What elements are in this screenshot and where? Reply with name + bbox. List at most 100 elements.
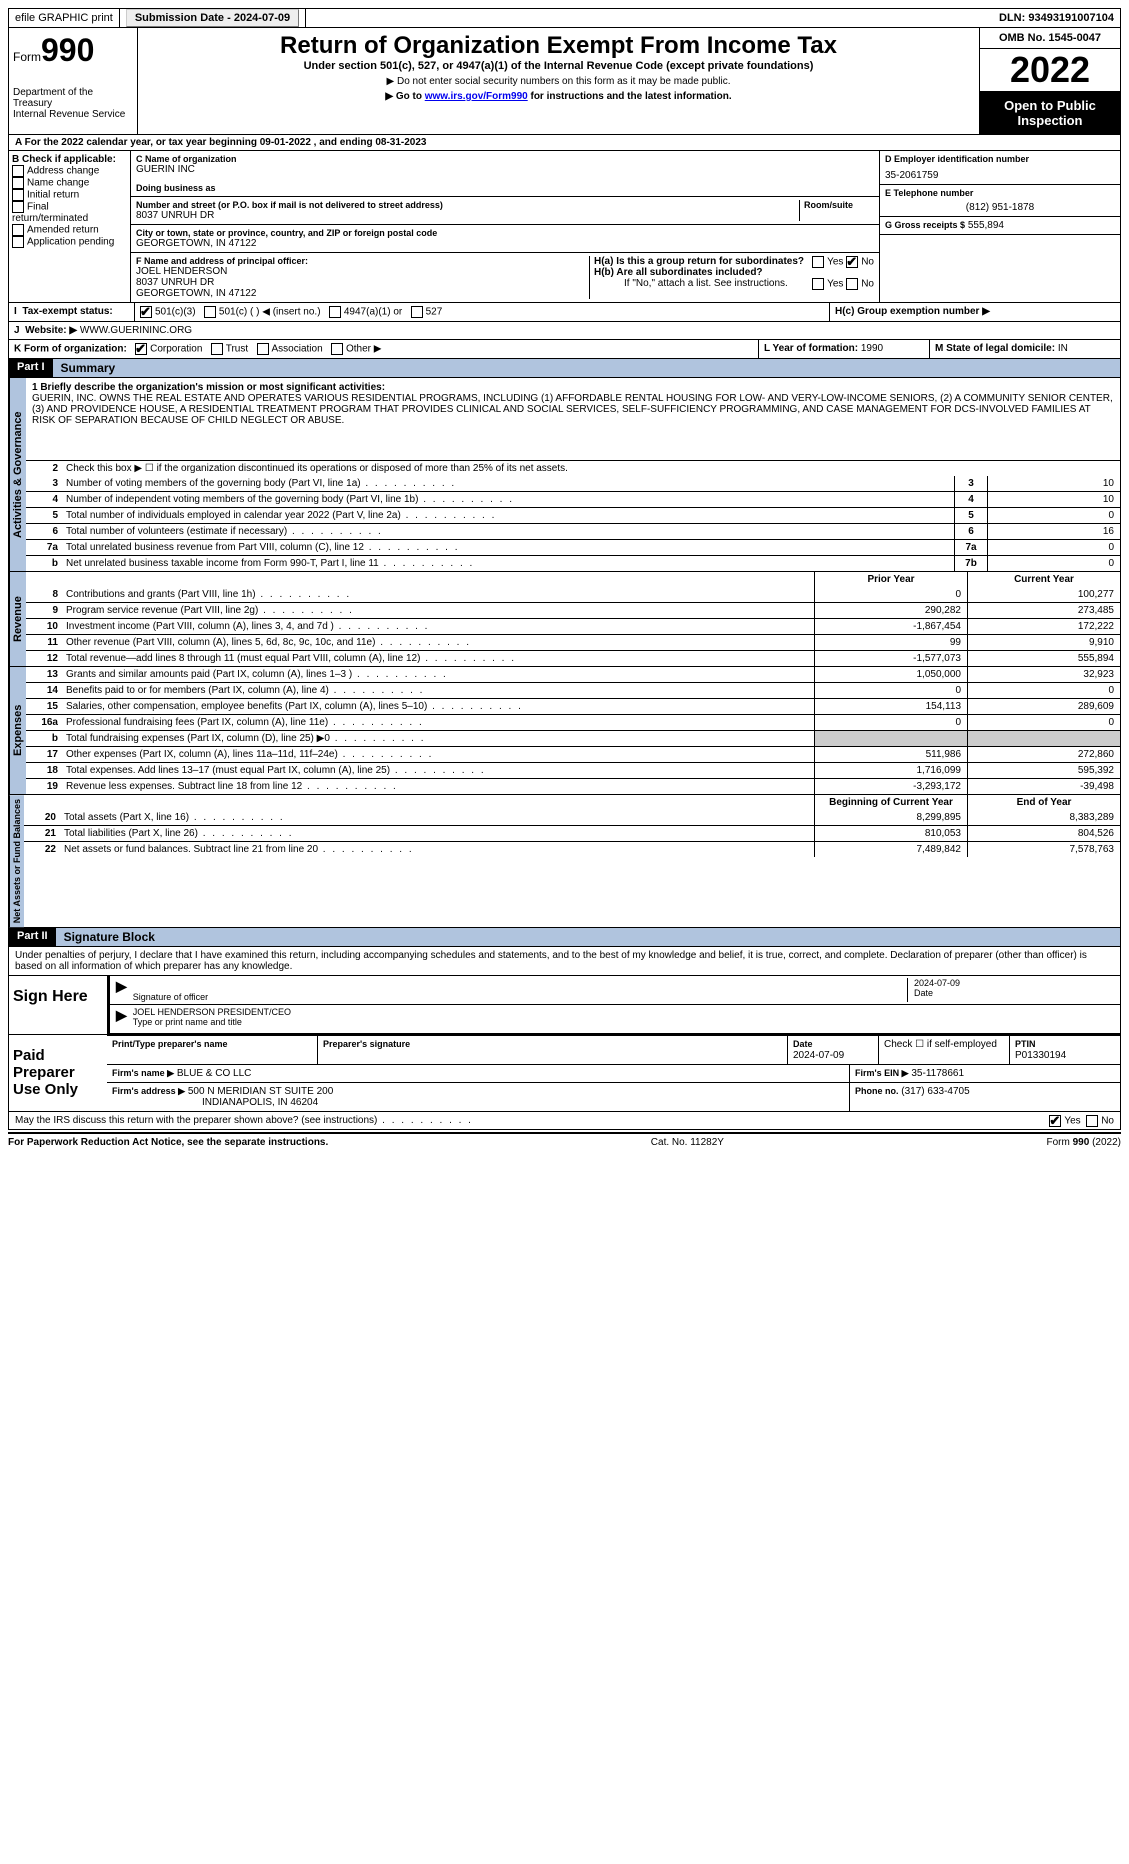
cb-corp[interactable] — [135, 343, 147, 355]
firm-addr1: 500 N MERIDIAN ST SUITE 200 — [188, 1086, 333, 1097]
line-18-desc: Total expenses. Add lines 13–17 (must eq… — [62, 763, 814, 778]
dln-label: DLN: 93493191007104 — [993, 9, 1120, 27]
cb-assoc[interactable] — [257, 343, 269, 355]
line-12-prior: -1,577,073 — [814, 651, 967, 666]
part-ii-header: Part II — [9, 928, 56, 946]
dept-treasury: Department of the Treasury — [13, 87, 133, 109]
cb-discuss-yes[interactable] — [1049, 1115, 1061, 1127]
line-2: Check this box ▶ ☐ if the organization d… — [62, 461, 1120, 476]
irs-label: Internal Revenue Service — [13, 109, 133, 120]
gross-value: 555,894 — [968, 220, 1004, 231]
side-revenue: Revenue — [9, 572, 26, 666]
cb-trust[interactable] — [211, 343, 223, 355]
state-domicile: IN — [1058, 343, 1068, 354]
omb-number: OMB No. 1545-0047 — [980, 28, 1120, 49]
street-value: 8037 UNRUH DR — [136, 210, 795, 221]
line-14-current: 0 — [967, 683, 1120, 698]
row-a-tax-year: A For the 2022 calendar year, or tax yea… — [8, 135, 1121, 151]
line-7a-desc: Total unrelated business revenue from Pa… — [62, 540, 954, 555]
perjury-declaration: Under penalties of perjury, I declare th… — [9, 947, 1120, 976]
cb-501c3[interactable] — [140, 306, 152, 318]
line-5-desc: Total number of individuals employed in … — [62, 508, 954, 523]
line-12-current: 555,894 — [967, 651, 1120, 666]
line-16a-desc: Professional fundraising fees (Part IX, … — [62, 715, 814, 730]
line-20-desc: Total assets (Part X, line 16) — [60, 810, 814, 825]
line-16a-current: 0 — [967, 715, 1120, 730]
line-8-current: 100,277 — [967, 587, 1120, 602]
firm-name: BLUE & CO LLC — [177, 1068, 251, 1079]
col-eoy: End of Year — [967, 795, 1120, 810]
line-22-current: 7,578,763 — [967, 842, 1120, 857]
line-1: 1 Briefly describe the organization's mi… — [26, 378, 1120, 430]
cb-discuss-no[interactable] — [1086, 1115, 1098, 1127]
year-formation-label: L Year of formation: — [764, 343, 858, 354]
line-6-value: 16 — [987, 524, 1120, 539]
line-19-current: -39,498 — [967, 779, 1120, 794]
irs-link[interactable]: www.irs.gov/Form990 — [425, 91, 528, 102]
h-a: H(a) Is this a group return for subordin… — [594, 256, 874, 267]
cb-final-return[interactable] — [12, 201, 24, 213]
line-19-prior: -3,293,172 — [814, 779, 967, 794]
line-b-prior — [814, 731, 967, 746]
cb-hb-no[interactable] — [846, 278, 858, 290]
line-21-desc: Total liabilities (Part X, line 26) — [60, 826, 814, 841]
paid-preparer-label: Paid Preparer Use Only — [9, 1035, 107, 1111]
line-b-value: 0 — [987, 556, 1120, 571]
line-22-prior: 7,489,842 — [814, 842, 967, 857]
line-11-prior: 99 — [814, 635, 967, 650]
cb-application-pending[interactable] — [12, 236, 24, 248]
line-15-prior: 154,113 — [814, 699, 967, 714]
line-8-desc: Contributions and grants (Part VIII, lin… — [62, 587, 814, 602]
col-b-checkboxes: B Check if applicable: Address change Na… — [9, 151, 131, 302]
firm-phone-label: Phone no. — [855, 1086, 899, 1096]
line-17-desc: Other expenses (Part IX, column (A), lin… — [62, 747, 814, 762]
cb-4947[interactable] — [329, 306, 341, 318]
officer-label: F Name and address of principal officer: — [136, 256, 589, 266]
line-14-desc: Benefits paid to or for members (Part IX… — [62, 683, 814, 698]
pra-notice: For Paperwork Reduction Act Notice, see … — [8, 1137, 328, 1148]
firm-ein-label: Firm's EIN ▶ — [855, 1068, 909, 1078]
officer-name: JOEL HENDERSON — [136, 266, 589, 277]
page-footer: For Paperwork Reduction Act Notice, see … — [8, 1132, 1121, 1148]
form-header: Form990 Department of the Treasury Inter… — [8, 28, 1121, 135]
line-4-desc: Number of independent voting members of … — [62, 492, 954, 507]
top-bar: efile GRAPHIC print Submission Date - 20… — [8, 8, 1121, 28]
cb-initial-return[interactable] — [12, 189, 24, 201]
cb-ha-no[interactable] — [846, 256, 858, 268]
discuss-row: May the IRS discuss this return with the… — [9, 1111, 1120, 1129]
line-20-current: 8,383,289 — [967, 810, 1120, 825]
phone-label: E Telephone number — [885, 188, 1115, 198]
cb-other[interactable] — [331, 343, 343, 355]
officer-addr1: 8037 UNRUH DR — [136, 277, 589, 288]
line-20-prior: 8,299,895 — [814, 810, 967, 825]
line-15-current: 289,609 — [967, 699, 1120, 714]
h-c: H(c) Group exemption number ▶ — [829, 303, 1120, 321]
arrow-icon: ▶ — [116, 1007, 127, 1031]
date-label: Date — [914, 988, 933, 998]
subtitle-3: ▶ Go to www.irs.gov/Form990 for instruct… — [142, 91, 975, 102]
cb-amended-return[interactable] — [12, 224, 24, 236]
cb-address-change[interactable] — [12, 165, 24, 177]
form-org-label: K Form of organization: — [14, 344, 127, 355]
cb-name-change[interactable] — [12, 177, 24, 189]
part-i-header: Part I — [9, 359, 53, 377]
line-3-value: 10 — [987, 476, 1120, 491]
form-number: Form990 — [13, 32, 133, 69]
cb-527[interactable] — [411, 306, 423, 318]
form-title: Return of Organization Exempt From Incom… — [142, 32, 975, 60]
line-16a-prior: 0 — [814, 715, 967, 730]
cb-501c[interactable] — [204, 306, 216, 318]
dba-label: Doing business as — [136, 183, 874, 193]
cb-hb-yes[interactable] — [812, 278, 824, 290]
line-10-desc: Investment income (Part VIII, column (A)… — [62, 619, 814, 634]
state-domicile-label: M State of legal domicile: — [935, 343, 1055, 354]
part-i-title: Summary — [53, 359, 1120, 377]
submission-date-button[interactable]: Submission Date - 2024-07-09 — [126, 9, 299, 27]
cat-no: Cat. No. 11282Y — [651, 1137, 724, 1148]
side-activities-governance: Activities & Governance — [9, 378, 26, 571]
ptin-value: P01330194 — [1015, 1050, 1066, 1061]
cb-ha-yes[interactable] — [812, 256, 824, 268]
line-9-desc: Program service revenue (Part VIII, line… — [62, 603, 814, 618]
line-18-current: 595,392 — [967, 763, 1120, 778]
line-5-value: 0 — [987, 508, 1120, 523]
